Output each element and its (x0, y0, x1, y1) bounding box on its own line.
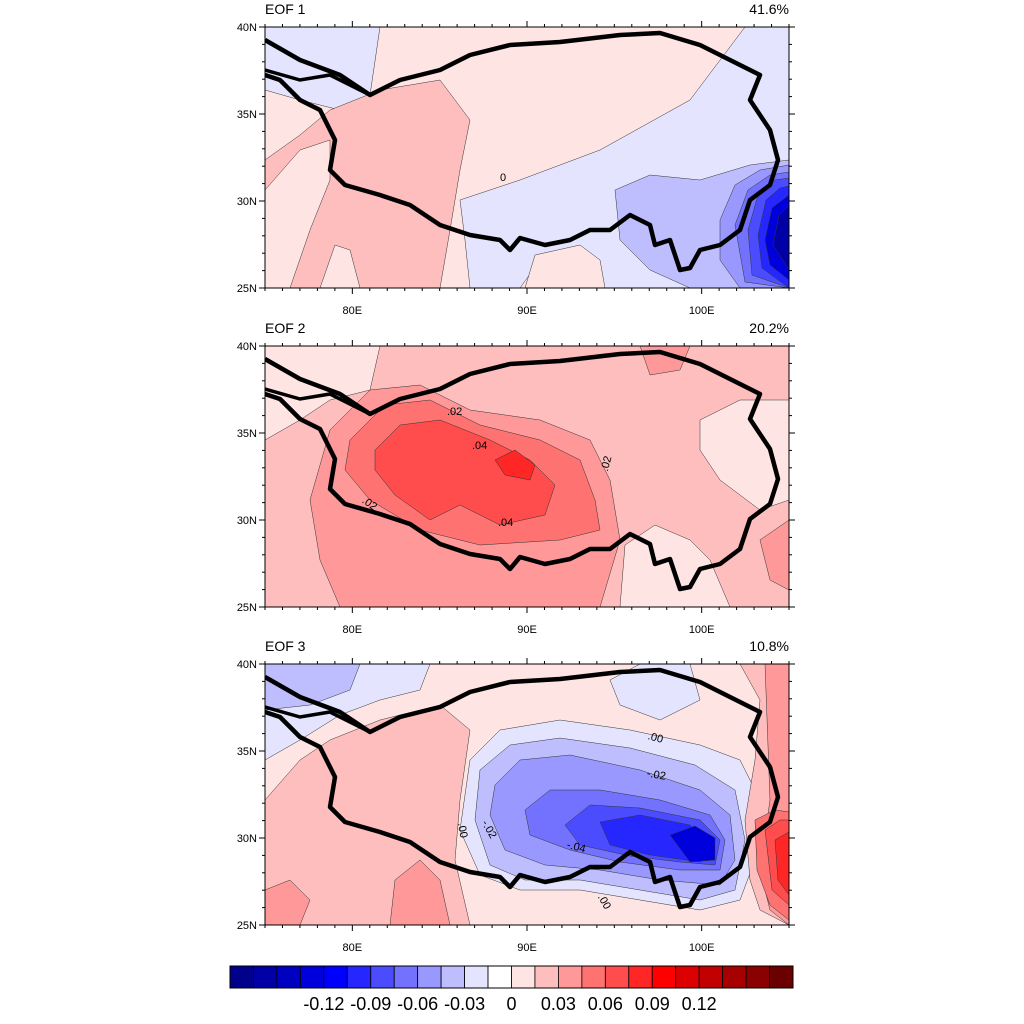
plateau-boundary (265, 667, 781, 910)
y-tick-label: 40N (237, 659, 257, 671)
x-tick-label: 100E (689, 624, 715, 636)
x-tick-label: 90E (517, 624, 537, 636)
y-tick-label: 35N (237, 746, 257, 758)
panel-eof3: EOF 3 10.8% .00 -.02 .00 -. (264, 638, 790, 926)
contour-label: .02 (599, 455, 615, 473)
colorbar-label: -0.09 (350, 994, 391, 1014)
colorbar-label: 0 (506, 994, 516, 1014)
colorbar-swatch (581, 965, 606, 989)
x-tick-label: 90E (517, 305, 537, 317)
panel-eof2: EOF 2 20.2% .02 .04 .02 .02 .04 (264, 320, 790, 608)
contour-label: -.02 (646, 768, 667, 783)
eof1-field (265, 27, 789, 288)
x-tick-label: 90E (517, 942, 537, 954)
colorbar-swatch (253, 965, 278, 989)
map-axes: 80E 90E 100E 40N 35N 30N 25N 80E 90E 100E 40N 35N 30… (237, 21, 795, 954)
y-tick-label: 40N (237, 22, 257, 34)
y-tick-label: 30N (237, 196, 257, 208)
colorbar-label: -0.03 (444, 994, 485, 1014)
x-tick-label: 100E (689, 942, 715, 954)
eof3-field (265, 664, 789, 925)
colorbar-swatch (299, 965, 325, 989)
colorbar-swatch (511, 965, 536, 989)
colorbar-swatch (276, 965, 301, 989)
variance-label: 20.2% (749, 320, 789, 336)
colorbar-label: 0.09 (635, 994, 670, 1014)
colorbar-swatch (440, 965, 465, 989)
x-tick-label: 80E (343, 942, 363, 954)
y-tick-label: 25N (237, 920, 257, 932)
colorbar-label: 0.12 (682, 994, 717, 1014)
colorbar-swatch (393, 965, 419, 989)
y-tick-label: 25N (237, 283, 257, 295)
contour-label: .00 (455, 822, 469, 839)
variance-label: 10.8% (749, 638, 789, 654)
colorbar-swatch (417, 965, 442, 989)
variance-label: 41.6% (749, 1, 789, 17)
colorbar-swatch (487, 965, 512, 989)
contour-label: -.04 (565, 839, 586, 856)
y-tick-label: 35N (237, 109, 257, 121)
colorbar-label: 0.03 (541, 994, 576, 1014)
colorbar-swatch (464, 965, 489, 989)
contour-label: .02 (447, 406, 462, 418)
colorbar-swatch (769, 965, 794, 989)
colorbar-swatch (675, 965, 700, 989)
contour-label: .04 (472, 440, 487, 452)
x-tick-label: 80E (343, 624, 363, 636)
colorbar-swatch (651, 965, 677, 989)
panel-title: EOF 2 (265, 320, 306, 336)
contour-label: 0 (500, 172, 506, 184)
colorbar-swatch (604, 965, 630, 989)
eof2-field (265, 346, 789, 607)
plateau-boundary (265, 30, 781, 273)
colorbar-swatch (323, 965, 348, 989)
colorbar-frame (229, 965, 794, 989)
colorbar-label: -0.12 (303, 994, 344, 1014)
x-tick-label: 100E (689, 305, 715, 317)
panel-title: EOF 1 (265, 1, 306, 17)
panel-eof1: EOF 1 41.6% 0 (264, 1, 790, 289)
colorbar-label: -0.06 (397, 994, 438, 1014)
y-tick-label: 25N (237, 602, 257, 614)
y-tick-label: 30N (237, 833, 257, 845)
colorbar-swatch (558, 965, 583, 989)
plateau-boundary (265, 349, 781, 592)
colorbar-swatch (370, 965, 395, 989)
colorbar-swatch (698, 965, 724, 989)
y-tick-label: 40N (237, 341, 257, 353)
colorbar-swatch (745, 965, 770, 989)
x-tick-label: 80E (343, 305, 363, 317)
colorbar: -0.12 -0.09 -0.06 -0.03 0 0.03 0.06 0.09 0.12 (229, 965, 794, 1014)
y-tick-label: 35N (237, 428, 257, 440)
colorbar-swatch (722, 965, 747, 989)
colorbar-swatch (534, 965, 559, 989)
colorbar-label: 0.06 (588, 994, 623, 1014)
colorbar-swatch (346, 965, 372, 989)
panel-title: EOF 3 (265, 638, 306, 654)
y-tick-label: 30N (237, 515, 257, 527)
colorbar-swatch (229, 965, 254, 989)
contour-label: .04 (498, 517, 513, 529)
contour-label: .00 (646, 730, 664, 746)
colorbar-swatch (628, 965, 653, 989)
